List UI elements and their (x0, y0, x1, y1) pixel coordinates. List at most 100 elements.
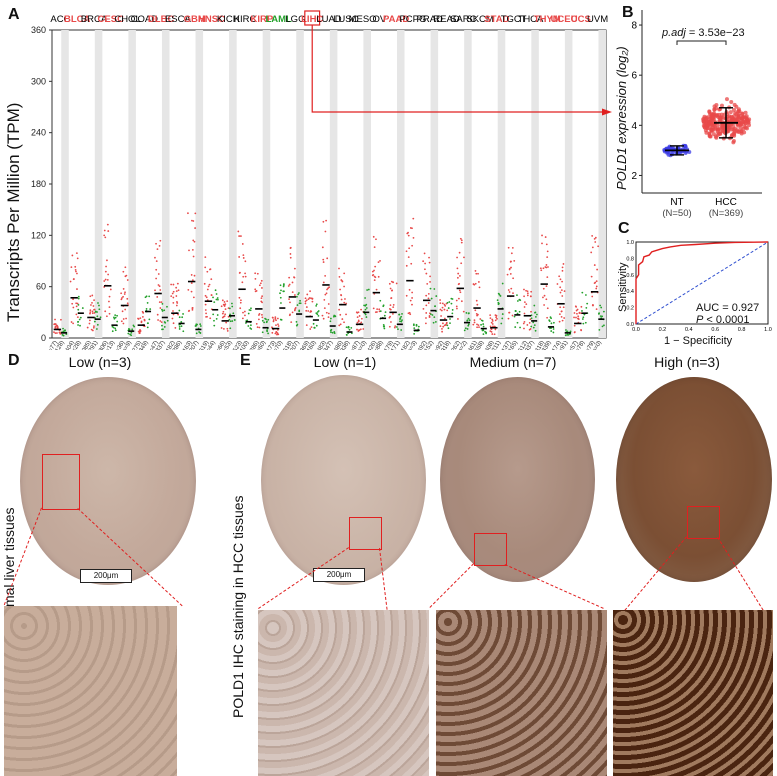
tumor-point (307, 310, 310, 312)
normal-point (450, 302, 453, 305)
normal-point (433, 316, 436, 318)
tumor-point (238, 272, 241, 274)
tumor-point (170, 295, 173, 298)
normal-point (161, 324, 163, 327)
normal-point (582, 316, 585, 319)
tumor-point (205, 312, 207, 315)
normal-liver-zoom-box (42, 454, 80, 510)
normal-point (398, 313, 400, 316)
normal-point (231, 302, 233, 305)
tumor-point (473, 321, 476, 324)
tumor-point (56, 332, 58, 334)
tumor-point (261, 301, 263, 304)
y-tick-label: 180 (31, 179, 46, 189)
tumor-point (327, 312, 330, 315)
normal-point (600, 306, 603, 309)
tumor-point (191, 307, 194, 309)
tumor-point (193, 274, 196, 277)
tumor-point (322, 317, 325, 320)
tumor-point (58, 331, 61, 334)
tumor-point (91, 301, 93, 304)
tumor-point (137, 330, 140, 333)
expression-point (735, 114, 740, 119)
tumor-point (242, 254, 245, 256)
tumor-point (491, 318, 494, 321)
tumor-point (271, 316, 274, 319)
tumor-point (191, 219, 193, 222)
tumor-point (210, 278, 213, 281)
lihc-arrow-line (311, 25, 604, 113)
tumor-point (254, 288, 257, 291)
normal-point (182, 330, 185, 333)
tumor-point (254, 272, 257, 275)
tumor-point (92, 326, 95, 329)
normal-point (330, 331, 332, 334)
tumor-point (160, 321, 163, 324)
tumor-point (89, 311, 92, 314)
normal-point (532, 321, 535, 324)
tumor-point (293, 309, 296, 312)
normal-point (161, 328, 163, 331)
tumor-point (221, 299, 224, 302)
tumor-point (158, 301, 161, 304)
normal-point (178, 323, 181, 326)
tumor-point (424, 268, 426, 271)
normal-point (178, 325, 181, 328)
normal-point (482, 333, 485, 336)
normal-point (145, 307, 148, 310)
tumor-point (457, 283, 460, 286)
tumor-point (175, 295, 178, 297)
expression-point (711, 132, 716, 137)
normal-point (429, 313, 432, 316)
normal-point (161, 308, 163, 311)
normal-point (601, 315, 604, 318)
tumor-point (476, 326, 479, 329)
normal-point (329, 320, 332, 323)
cancer-label-ucs: UCS (571, 14, 591, 25)
tumor-point (105, 265, 107, 268)
tumor-point (507, 317, 510, 320)
normal-point (199, 325, 202, 327)
normal-point (399, 318, 401, 321)
tumor-point (172, 322, 175, 325)
normal-point (144, 296, 147, 299)
padj-value: = 3.53e−23 (688, 27, 745, 39)
normal-point (516, 312, 519, 315)
tumor-point (344, 298, 346, 300)
tumor-point (271, 326, 273, 329)
tumor-point (106, 223, 109, 226)
x-tick-label: 0.4 (685, 327, 693, 333)
tumor-point (407, 312, 410, 315)
tumor-point (577, 315, 580, 318)
tumor-point (187, 288, 190, 291)
expression-point (701, 119, 706, 124)
tumor-point (543, 304, 546, 306)
x-tick-label: 0.0 (632, 327, 640, 333)
tumor-point (323, 307, 326, 310)
tumor-point (377, 261, 380, 264)
tumor-point (108, 300, 110, 303)
normal-point (364, 308, 367, 311)
normal-point (111, 330, 114, 333)
y-tick-label: 120 (31, 230, 46, 240)
normal-point (597, 313, 600, 315)
tumor-point (389, 315, 392, 318)
tumor-point (593, 237, 596, 240)
tumor-point (70, 266, 73, 269)
panel-c-label: C (618, 220, 630, 237)
expression-point (716, 115, 721, 120)
tumor-point (489, 314, 492, 317)
normal-point (94, 310, 97, 313)
tumor-point (407, 256, 410, 259)
y-tick-label: 0 (41, 333, 46, 343)
normal-point (263, 321, 266, 324)
column-shade (363, 30, 371, 338)
cancer-label-blca: BLCA (64, 14, 91, 25)
normal-point (266, 320, 268, 323)
tumor-point (277, 325, 280, 327)
tumor-point (89, 309, 92, 312)
tumor-point (388, 325, 391, 328)
tumor-point (593, 282, 596, 285)
tumor-point (90, 328, 93, 331)
tumor-point (75, 313, 78, 316)
